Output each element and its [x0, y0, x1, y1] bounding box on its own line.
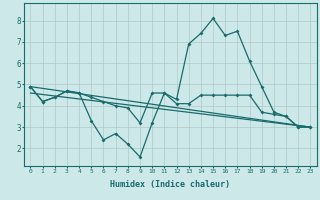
X-axis label: Humidex (Indice chaleur): Humidex (Indice chaleur) — [110, 180, 230, 189]
